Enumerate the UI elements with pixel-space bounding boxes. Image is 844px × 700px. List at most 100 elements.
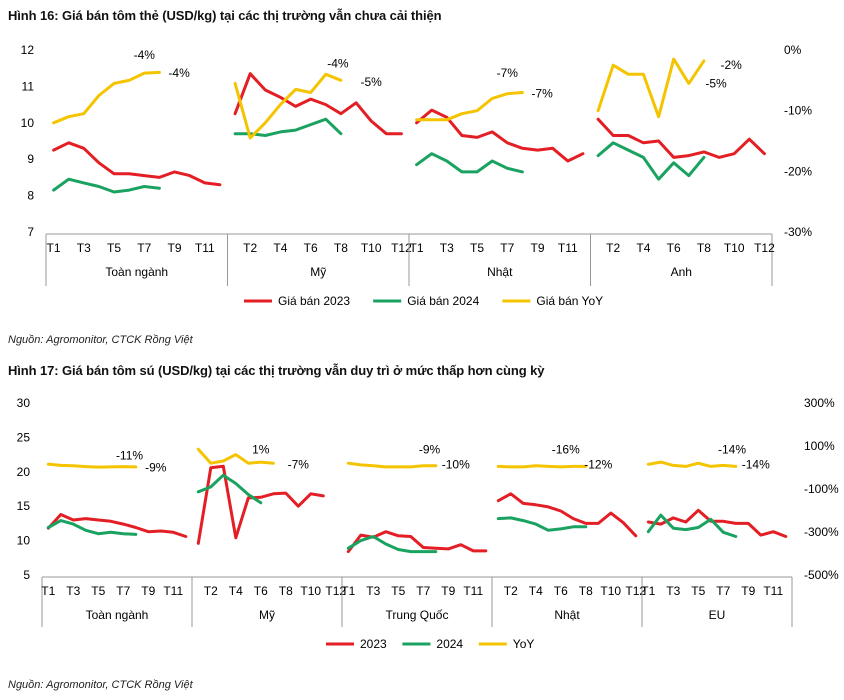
x-tick-label: T9 <box>741 584 755 598</box>
series-yoy-line <box>196 447 275 465</box>
x-tick-label: T7 <box>137 241 151 255</box>
series-2023-line <box>196 464 325 545</box>
y2-tick-label: 100% <box>804 439 835 453</box>
y2-tick-label: -100% <box>804 482 839 496</box>
yoy-data-label: -4% <box>327 56 349 70</box>
x-tick-label: T8 <box>279 584 293 598</box>
x-tick-label: T10 <box>724 241 745 255</box>
x-tick-label: T12 <box>625 584 646 598</box>
figure-16-title: Hình 16: Giá bán tôm thẻ (USD/kg) tại cá… <box>8 8 442 23</box>
x-tick-label: T1 <box>41 584 55 598</box>
group-label: Mỹ <box>259 608 275 622</box>
series-yoy-line <box>596 57 706 119</box>
y-tick-label: 11 <box>22 79 35 93</box>
series-2024-line <box>646 513 738 538</box>
x-tick-label: T5 <box>107 241 121 255</box>
yoy-data-label: -12% <box>584 457 612 471</box>
x-tick-label: T1 <box>410 241 424 255</box>
x-tick-label: T7 <box>500 241 514 255</box>
x-tick-label: T4 <box>529 584 543 598</box>
series-2024-line <box>52 177 161 194</box>
chart-shrimp-white-prices: 7 8 9 10 11 12 -30% -20% -10% 0% T1 T3 T5 T7 T9 T11 Toàn… <box>21 43 813 308</box>
x-tick-label: T3 <box>440 241 454 255</box>
yoy-data-label: -9% <box>145 461 167 475</box>
x-tick-label: T6 <box>667 241 681 255</box>
group-label: Mỹ <box>310 265 326 279</box>
x-tick-label: T2 <box>504 584 518 598</box>
series-yoy-line <box>415 91 524 122</box>
x-tick-label: T2 <box>606 241 620 255</box>
x-tick-label: T7 <box>416 584 430 598</box>
y2-tick-label: -500% <box>804 568 839 582</box>
series-yoy-line <box>233 72 343 140</box>
x-tick-label: T4 <box>229 584 243 598</box>
x-tick-label: T9 <box>531 241 545 255</box>
x-tick-label: T8 <box>579 584 593 598</box>
y2-tick-label: 300% <box>804 396 835 410</box>
x-tick-label: T3 <box>366 584 380 598</box>
yoy-data-label: 1% <box>252 442 270 456</box>
x-tick-label: T7 <box>116 584 130 598</box>
x-tick-label: T6 <box>304 241 318 255</box>
y2-tick-label: -10% <box>784 104 812 118</box>
x-tick-label: T9 <box>441 584 455 598</box>
group-label: Nhật <box>487 265 513 279</box>
series-2023-line <box>46 513 188 538</box>
x-tick-label: T1 <box>341 584 355 598</box>
yoy-data-label: -16% <box>552 442 580 456</box>
series-2024-line <box>196 473 263 505</box>
y2-tick-label: -300% <box>804 525 839 539</box>
yoy-data-label: -11% <box>116 448 143 462</box>
y2-tick-label: -30% <box>784 225 812 239</box>
x-tick-label: T3 <box>666 584 680 598</box>
y-tick-label: 15 <box>17 499 31 513</box>
y2-tick-label: -20% <box>784 164 812 178</box>
series-2024-line <box>496 516 588 532</box>
x-tick-label: T12 <box>754 241 775 255</box>
yoy-data-label: -2% <box>720 58 742 72</box>
x-tick-label: T5 <box>470 241 484 255</box>
x-tick-label: T11 <box>558 241 578 255</box>
group-label: Toàn ngành <box>86 608 149 622</box>
figure-16-source: Nguồn: Agromonitor, CTCK Rồng Việt <box>8 334 193 346</box>
series-yoy-line <box>346 461 438 469</box>
x-tick-label: T6 <box>254 584 268 598</box>
y-tick-label: 12 <box>21 43 35 57</box>
group-label: EU <box>709 608 726 622</box>
y-tick-label: 7 <box>27 225 34 239</box>
x-tick-label: T10 <box>600 584 621 598</box>
yoy-data-label: -9% <box>419 442 441 456</box>
yoy-data-label: -14% <box>718 442 746 456</box>
yoy-data-label: -7% <box>288 457 310 471</box>
x-tick-label: T11 <box>763 584 783 598</box>
series-2024-line <box>233 117 343 137</box>
y-tick-label: 10 <box>17 534 31 548</box>
x-tick-label: T7 <box>716 584 730 598</box>
group-label: Nhật <box>554 608 580 622</box>
legend-label: Giá bán 2023 <box>278 294 350 308</box>
y-tick-label: 8 <box>27 189 34 203</box>
x-tick-label: T10 <box>361 241 382 255</box>
series-yoy-line <box>496 464 588 469</box>
series-yoy-line <box>646 460 738 468</box>
x-tick-label: T4 <box>636 241 650 255</box>
series-2023-line <box>596 117 766 159</box>
x-tick-label: T11 <box>195 241 215 255</box>
y-tick-label: 20 <box>17 465 31 479</box>
y-tick-label: 9 <box>27 152 34 166</box>
x-tick-label: T9 <box>168 241 182 255</box>
x-tick-label: T11 <box>463 584 483 598</box>
y-tick-label: 30 <box>17 396 31 410</box>
y-tick-label: 10 <box>21 116 35 130</box>
legend-label: Giá bán 2024 <box>407 294 479 308</box>
yoy-data-label: -14% <box>742 457 770 471</box>
legend-label: 2023 <box>360 637 387 651</box>
yoy-data-label: -5% <box>705 76 727 90</box>
y2-tick-label: 0% <box>784 43 802 57</box>
series-2024-line <box>46 519 138 536</box>
x-tick-label: T5 <box>91 584 105 598</box>
group-label: Toàn ngành <box>105 265 168 279</box>
yoy-data-label: -4% <box>168 66 190 80</box>
x-tick-label: T8 <box>334 241 348 255</box>
x-tick-label: T2 <box>204 584 218 598</box>
